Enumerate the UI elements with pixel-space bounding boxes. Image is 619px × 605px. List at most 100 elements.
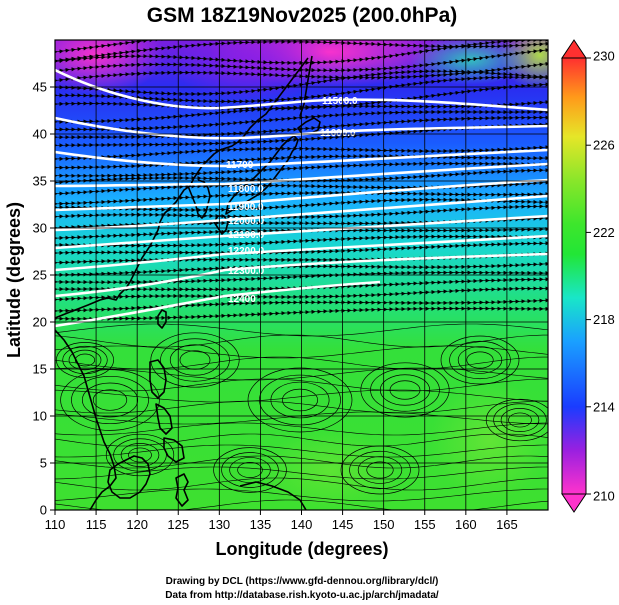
streamline (55, 367, 548, 381)
y-tick-label: 30 (33, 221, 47, 236)
contour-12000 (55, 194, 548, 232)
streamline-eddy (508, 412, 532, 428)
coastline-indochina (55, 329, 117, 510)
streamline-eddy (237, 462, 263, 478)
streamline-eddy (440, 335, 520, 385)
colorbar-min-arrow (561, 493, 587, 513)
y-tick-label: 15 (33, 362, 47, 377)
streamline (55, 180, 548, 197)
x-tick-label: 150 (373, 517, 395, 532)
coastline-papua (239, 481, 307, 510)
streamline-eddy (120, 443, 160, 467)
coastline-sulawesi (175, 473, 189, 507)
coastline-philippines-mindanao (163, 437, 185, 463)
x-tick-label: 165 (496, 517, 518, 532)
contour-11500 (55, 68, 548, 112)
contour-12300 (55, 252, 548, 298)
streamline-eddy (466, 351, 494, 369)
colorbar-tick-label: 222 (593, 225, 615, 240)
streamline-eddy (270, 381, 330, 419)
credit-drawing: Drawing by DCL (https://www.gfd-dennou.o… (166, 576, 439, 587)
streamline (55, 422, 548, 436)
contour-label-11700: 11700 (226, 160, 254, 171)
contour-label-11900: 11900.0 (228, 202, 264, 213)
streamline (55, 306, 548, 321)
streamline-eddy (128, 447, 152, 463)
y-tick-label: 20 (33, 315, 47, 330)
x-tick-label: 120 (126, 517, 148, 532)
streamline (55, 323, 548, 337)
x-tick-label: 110 (45, 517, 66, 532)
y-tick-label: 45 (33, 80, 47, 95)
y-tick-label: 10 (33, 409, 47, 424)
colorbar: 210 214 218 222 226 230 (561, 39, 615, 513)
y-tick-label: 5 (40, 456, 47, 471)
contour-11800 (55, 162, 548, 188)
contour-label-11800: 11800.0 (228, 184, 264, 195)
streamline-eddy (493, 403, 547, 437)
contour-label-12300: 12300.0 (228, 266, 265, 277)
streamline-eddy (105, 433, 175, 477)
streamline (55, 400, 548, 414)
streamline-eddy (221, 452, 279, 488)
colorbar-bar (561, 57, 587, 495)
coastline-philippines-luzon (149, 359, 167, 399)
streamline-eddy (360, 362, 450, 418)
contour-label-12200: 12200.0 (228, 246, 265, 257)
streamline-eddy (281, 388, 319, 412)
y-tick-label: 40 (33, 127, 47, 142)
x-tick-label: 125 (167, 517, 189, 532)
streamline (55, 378, 548, 392)
y-tick-label: 0 (40, 503, 47, 518)
colorbar-tick-label: 210 (593, 489, 615, 504)
x-tick-label: 160 (455, 517, 477, 532)
streamline-eddy (213, 447, 287, 493)
streamline-eddy (169, 344, 221, 376)
streamline (55, 488, 548, 502)
contour-label-11500: 11500.0 (322, 96, 358, 107)
streamline (55, 466, 548, 480)
colorbar-tick-label: 226 (593, 138, 615, 153)
x-tick-label: 155 (414, 517, 436, 532)
contour-label-11600: 11600.0 (320, 128, 356, 139)
y-tick-label: 35 (33, 174, 47, 189)
x-tick-label: 140 (291, 517, 313, 532)
coastlines (55, 55, 321, 510)
x-axis-label: Longitude (degrees) (215, 539, 388, 559)
x-tick-label: 145 (332, 517, 354, 532)
streamline-eddy (150, 332, 240, 388)
streamline-eddy (366, 461, 394, 479)
colorbar-ticks: 210 214 218 222 226 230 (586, 49, 615, 504)
streamline (55, 389, 548, 403)
chart-title: GSM 18Z19Nov2025 (200.0hPa) (147, 4, 458, 27)
coastline-borneo (107, 455, 151, 499)
streamline (55, 286, 548, 303)
streamline-eddy (60, 369, 160, 431)
coastline-korea (187, 179, 211, 219)
credit-data: Data from http://database.rish.kyoto-u.a… (165, 590, 439, 601)
streamline (55, 334, 548, 348)
colorbar-tick-label: 214 (593, 399, 615, 414)
streamline-eddy (357, 456, 403, 484)
grid-lines (55, 40, 548, 510)
colorbar-tick-label: 230 (593, 49, 615, 64)
contour-label-12100: 12100.0 (228, 230, 265, 241)
streamline-eddy (71, 375, 149, 425)
streamline (55, 477, 548, 491)
x-axis-ticks: 110 115 120 125 130 135 140 145 150 155 160 165 (45, 510, 518, 532)
streamline-eddy (449, 340, 511, 380)
streamline-eddy (485, 398, 548, 442)
y-axis-ticks: 0 5 10 15 20 25 30 35 40 45 (33, 80, 55, 518)
y-tick-label: 25 (33, 268, 47, 283)
contour-11900 (55, 178, 548, 212)
streamline-eddy (500, 408, 540, 432)
contour-12100 (55, 214, 548, 250)
contour-12200 (55, 234, 548, 272)
streamline (55, 444, 548, 458)
streamline (55, 455, 548, 469)
streamline-eddy (160, 338, 230, 382)
colorbar-max-arrow (561, 39, 587, 59)
streamline-eddy (259, 374, 341, 426)
streamline-eddy (349, 450, 411, 490)
